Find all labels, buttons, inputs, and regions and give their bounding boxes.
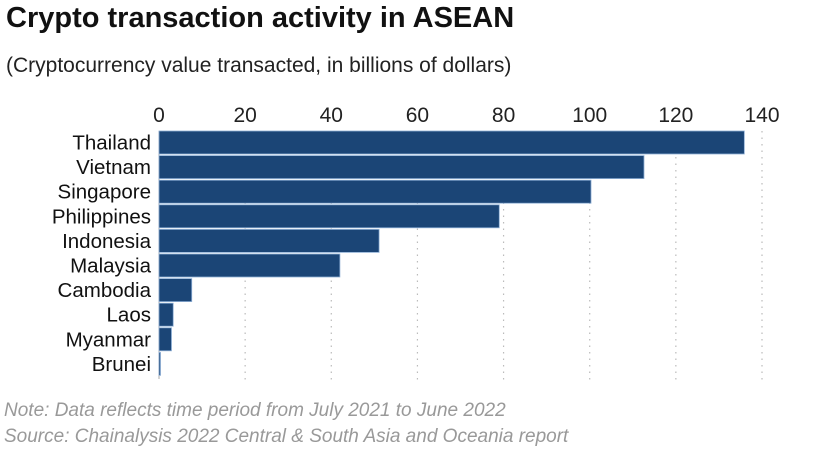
x-tick-label: 140 [744,104,779,127]
bar-myanmar [158,327,172,352]
category-label: Philippines [52,205,151,228]
bar-singapore [158,179,592,204]
bar-laos [158,302,174,327]
x-tick-label: 80 [492,104,515,127]
category-label: Malaysia [70,255,151,278]
chart-title: Crypto transaction activity in ASEAN [6,2,515,34]
category-label: Thailand [72,132,151,155]
bar-indonesia [158,228,380,253]
x-tick-label: 40 [320,104,343,127]
category-label: Brunei [92,353,151,376]
chart-subtitle: (Cryptocurrency value transacted, in bil… [6,54,512,77]
bar-brunei [158,351,161,376]
source-text: Source: Chainalysis 2022 Central & South… [4,426,569,447]
bar-thailand [158,130,745,155]
x-tick-label: 0 [153,104,165,127]
category-label: Vietnam [76,156,151,179]
category-label: Laos [107,304,151,327]
x-tick-label: 120 [658,104,693,127]
bar-vietnam [158,155,645,180]
category-label: Singapore [58,181,151,204]
bar-cambodia [158,278,193,303]
x-tick-label: 100 [572,104,607,127]
category-label: Indonesia [62,230,152,253]
note-text: Note: Data reflects time period from Jul… [4,400,506,421]
x-tick-label: 20 [233,104,256,127]
bar-malaysia [158,253,341,278]
category-label: Cambodia [58,279,152,302]
x-tick-label: 60 [406,104,429,127]
bar-philippines [158,204,500,229]
category-label: Myanmar [66,328,152,351]
